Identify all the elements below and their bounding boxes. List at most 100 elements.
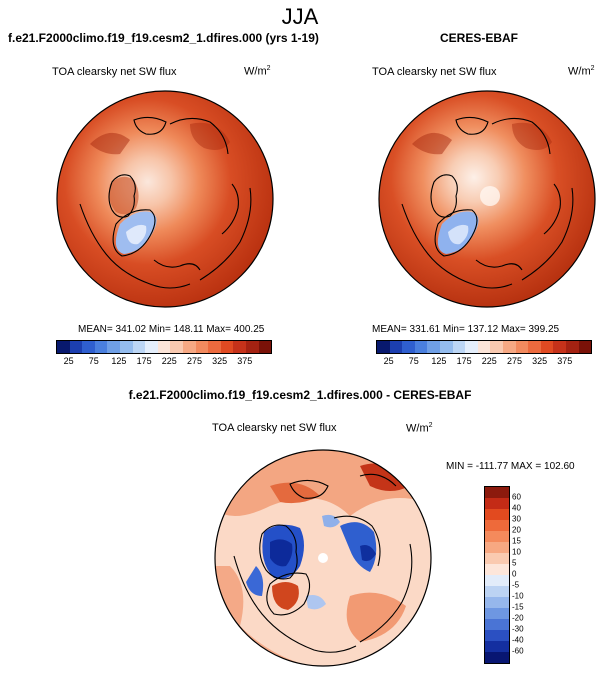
diff-colorbar-swatch — [485, 608, 509, 619]
diff-colorbar-swatch — [485, 498, 509, 509]
diff-colorbar-tick-label: -10 — [512, 591, 524, 601]
left-colorbar — [56, 340, 272, 354]
left-colorbar-swatch — [132, 341, 146, 353]
diff-colorbar-tick-label: -40 — [512, 635, 524, 645]
right-colorbar-tick-label: 325 — [532, 356, 548, 366]
diff-colorbar-swatch — [485, 509, 509, 520]
diff-colorbar-tick-label: -60 — [512, 646, 524, 656]
left-colorbar-tick-label: 375 — [237, 356, 253, 366]
left-unit-label: W/m2 — [244, 65, 271, 78]
right-colorbar-swatch — [515, 341, 529, 353]
right-colorbar-tick-label: 175 — [456, 356, 472, 366]
diff-colorbar-tick-label: -20 — [512, 613, 524, 623]
right-polar-map — [378, 90, 596, 308]
diff-colorbar-swatch — [485, 586, 509, 597]
right-colorbar-tick-label: 275 — [506, 356, 522, 366]
diff-colorbar-swatch — [485, 564, 509, 575]
diff-colorbar-tick-label: 15 — [512, 536, 521, 546]
right-colorbar-swatch — [452, 341, 466, 353]
right-colorbar-swatch — [377, 341, 390, 353]
diff-polar-map — [214, 449, 432, 667]
left-polar-map — [56, 90, 274, 308]
right-colorbar-swatch — [528, 341, 541, 353]
diff-colorbar-swatch — [485, 531, 509, 542]
right-stats: MEAN= 331.61 Min= 137.12 Max= 399.25 — [372, 324, 560, 335]
diff-panel-title: f.e21.F2000climo.f19_f19.cesm2_1.dfires.… — [128, 388, 472, 402]
left-colorbar-swatch — [245, 341, 259, 353]
diff-colorbar-tick-label: -30 — [512, 624, 524, 634]
left-colorbar-swatch — [182, 341, 196, 353]
left-colorbar-tick-label: 125 — [111, 356, 127, 366]
right-colorbar-ticks: 25 75 125 175 225 275 325 375 — [376, 356, 590, 368]
right-unit-label: W/m2 — [568, 65, 595, 78]
diff-variable-label: TOA clearsky net SW flux — [212, 422, 337, 434]
left-colorbar-swatch — [57, 341, 70, 353]
right-colorbar-tick-label: 75 — [408, 356, 419, 366]
left-colorbar-ticks: 25 75 125 175 225 275 325 375 — [56, 356, 270, 368]
right-colorbar-swatch — [465, 341, 478, 353]
right-colorbar-swatch — [502, 341, 516, 353]
diff-colorbar-tick-label: -15 — [512, 602, 524, 612]
diff-colorbar-swatch — [485, 553, 509, 564]
left-colorbar-swatch — [82, 341, 95, 353]
diff-unit-label: W/m2 — [406, 422, 433, 435]
right-colorbar-swatch — [565, 341, 579, 353]
diff-colorbar-tick-label: -5 — [512, 580, 520, 590]
right-colorbar-swatch — [540, 341, 554, 353]
diff-colorbar-tick-label: 5 — [512, 558, 517, 568]
left-variable-label: TOA clearsky net SW flux — [52, 66, 177, 78]
left-colorbar-swatch — [119, 341, 133, 353]
left-colorbar-swatch — [145, 341, 158, 353]
left-panel-title: f.e21.F2000climo.f19_f19.cesm2_1.dfires.… — [8, 31, 319, 45]
left-colorbar-swatch — [170, 341, 183, 353]
left-colorbar-tick-label: 175 — [136, 356, 152, 366]
right-colorbar-swatch — [402, 341, 415, 353]
right-colorbar-tick-label: 125 — [431, 356, 447, 366]
left-colorbar-swatch — [233, 341, 246, 353]
left-colorbar-swatch — [94, 341, 108, 353]
left-colorbar-tick-label: 225 — [161, 356, 177, 366]
right-colorbar-swatch — [427, 341, 440, 353]
diff-colorbar-swatch — [485, 619, 509, 630]
diff-stats: MIN = -111.77 MAX = 102.60 — [446, 461, 575, 472]
left-colorbar-swatch — [195, 341, 209, 353]
main-title: JJA — [281, 4, 319, 29]
right-colorbar-swatch — [389, 341, 403, 353]
right-colorbar-swatch — [553, 341, 566, 353]
diff-colorbar-tick-label: 20 — [512, 525, 521, 535]
diff-colorbar-swatch — [485, 520, 509, 531]
diff-colorbar-tick-label: 60 — [512, 492, 521, 502]
right-colorbar — [376, 340, 592, 354]
left-colorbar-tick-label: 25 — [63, 356, 74, 366]
diff-colorbar-swatch — [485, 630, 509, 641]
right-variable-label: TOA clearsky net SW flux — [372, 66, 497, 78]
diff-colorbar-swatch — [485, 597, 509, 608]
right-colorbar-tick-label: 375 — [557, 356, 573, 366]
diff-colorbar-tick-label: 40 — [512, 503, 521, 513]
left-colorbar-swatch — [258, 341, 272, 353]
left-stats: MEAN= 341.02 Min= 148.11 Max= 400.25 — [78, 324, 265, 335]
left-colorbar-swatch — [208, 341, 221, 353]
right-colorbar-swatch — [414, 341, 428, 353]
diff-colorbar-ticks: 60 40 30 20 15 10 5 0 -5 -10 -15 -20 -30 -40 -60 — [512, 486, 542, 662]
left-colorbar-tick-label: 325 — [212, 356, 228, 366]
diff-colorbar-tick-label: 30 — [512, 514, 521, 524]
left-colorbar-swatch — [69, 341, 83, 353]
diff-colorbar-tick-label: 0 — [512, 569, 517, 579]
diff-colorbar-swatch — [485, 652, 509, 663]
left-colorbar-tick-label: 75 — [88, 356, 99, 366]
right-panel-title: CERES-EBAF — [440, 31, 519, 45]
diff-colorbar-tick-label: 10 — [512, 547, 521, 557]
right-colorbar-swatch — [578, 341, 592, 353]
left-colorbar-tick-label: 275 — [186, 356, 202, 366]
left-colorbar-swatch — [107, 341, 120, 353]
right-colorbar-swatch — [490, 341, 503, 353]
diff-colorbar-swatch — [485, 487, 509, 498]
left-colorbar-swatch — [220, 341, 234, 353]
left-colorbar-swatch — [157, 341, 171, 353]
right-colorbar-tick-label: 225 — [481, 356, 497, 366]
diff-colorbar — [484, 486, 510, 664]
diff-colorbar-swatch — [485, 575, 509, 586]
right-colorbar-swatch — [477, 341, 491, 353]
right-colorbar-tick-label: 25 — [383, 356, 394, 366]
